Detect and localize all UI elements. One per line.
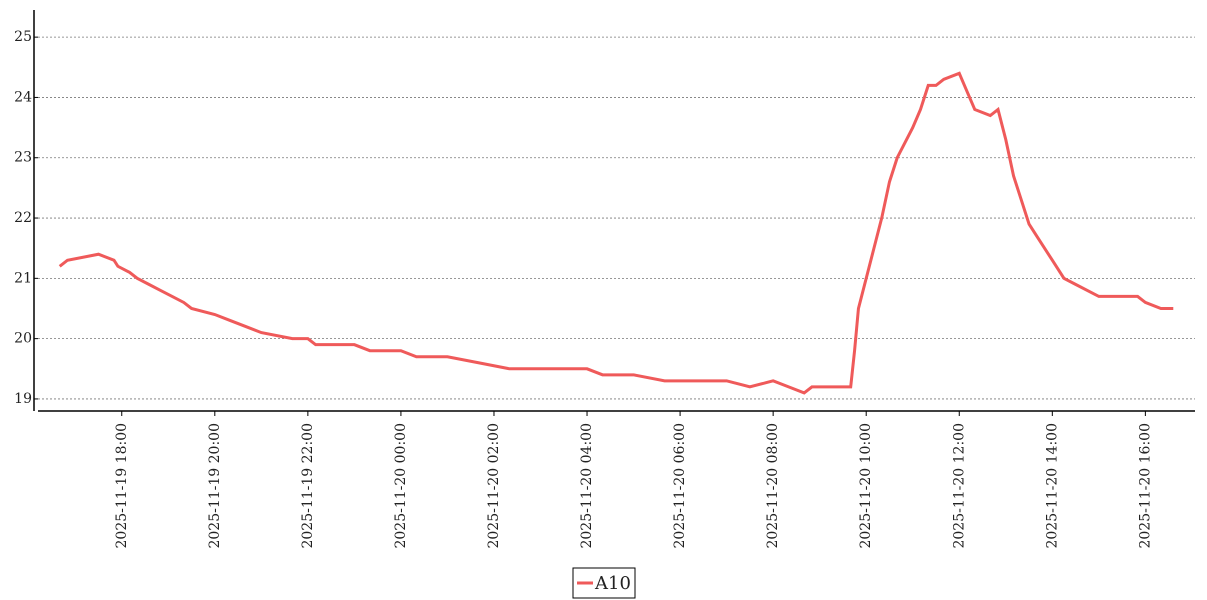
- y-tick-label: 24: [14, 89, 32, 105]
- legend: A10: [572, 567, 636, 599]
- x-tick-label: 2025-11-20 00:00: [393, 423, 409, 549]
- x-tick-label: 2025-11-20 06:00: [672, 423, 688, 549]
- x-tick-label: 2025-11-19 20:00: [207, 423, 223, 549]
- y-tick-label: 25: [14, 29, 32, 45]
- legend-label: A10: [594, 573, 631, 594]
- y-tick-label: 23: [14, 150, 32, 166]
- x-tick-label: 2025-11-20 02:00: [486, 423, 502, 549]
- x-tick-label: 2025-11-19 18:00: [114, 423, 130, 549]
- x-tick-label: 2025-11-19 22:00: [300, 423, 316, 549]
- line: [58, 71, 1174, 395]
- x-tick-label: 2025-11-20 08:00: [765, 423, 781, 549]
- x-tick-label: 2025-11-20 10:00: [858, 423, 874, 549]
- y-tick-label: 20: [14, 331, 32, 347]
- y-tick-label: 21: [14, 270, 32, 286]
- y-tick-label: 22: [14, 210, 32, 226]
- x-tick-label: 2025-11-20 12:00: [951, 423, 967, 549]
- y-tick-label: 19: [14, 391, 32, 407]
- x-tick-label: 2025-11-20 04:00: [579, 423, 595, 549]
- x-tick-label: 2025-11-20 16:00: [1137, 423, 1153, 549]
- x-tick-label: 2025-11-20 14:00: [1044, 423, 1060, 549]
